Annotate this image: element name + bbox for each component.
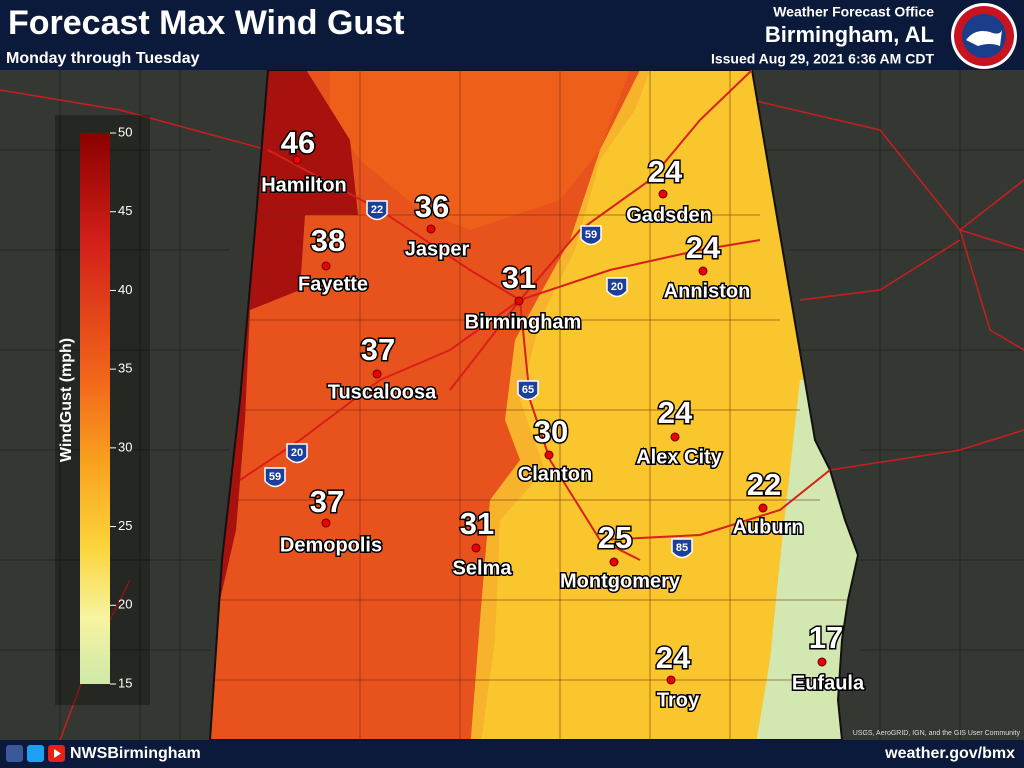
city-value: 24: [656, 640, 691, 675]
city-value: 46: [281, 125, 315, 160]
city-name: Troy: [657, 689, 700, 711]
city-value: 24: [686, 230, 721, 265]
shield-label: 85: [676, 542, 688, 554]
city-name: Alex City: [636, 446, 722, 468]
city-name: Clanton: [518, 463, 592, 485]
legend-tick-label: 25: [118, 518, 132, 533]
shield: [264, 467, 286, 488]
shield-label: 20: [291, 447, 303, 459]
city-dot: [670, 432, 680, 442]
city-value: 38: [311, 223, 345, 258]
legend[interactable]: WindGust (mph) 50 45 40 35 30 25 20 15: [55, 115, 150, 705]
header-bar: [0, 0, 1024, 70]
city-name: Jasper: [405, 238, 470, 260]
city-dot: [292, 155, 302, 165]
website[interactable]: weather.gov/bmx: [884, 745, 1015, 762]
shield: [517, 380, 539, 401]
social-handle[interactable]: NWSBirmingham: [70, 745, 201, 762]
shield: [606, 277, 628, 298]
location: Birmingham, AL: [765, 22, 934, 47]
city-name: Birmingham: [465, 311, 582, 333]
city-name: Tuscaloosa: [328, 381, 437, 403]
city-name: Hamilton: [261, 174, 347, 196]
legend-tick-label: 45: [118, 203, 132, 218]
city-name: Montgomery: [560, 570, 681, 592]
city-dot: [758, 503, 768, 513]
shield-label: 59: [585, 229, 597, 241]
cities: 46 Hamilton 36 Jasper 38 Fayette 31 Birmingham 3…: [260, 124, 867, 713]
city-dot: [666, 675, 676, 685]
city-dot: [471, 543, 481, 553]
shield: [286, 443, 308, 464]
city-name: Eufaula: [792, 672, 865, 694]
city-name: Gadsden: [626, 204, 712, 226]
title: Forecast Max Wind Gust: [8, 4, 404, 42]
subtitle: Monday through Tuesday: [6, 50, 200, 67]
city-value: 31: [502, 260, 536, 295]
legend-tick-label: 15: [118, 675, 132, 690]
city-value: 24: [648, 154, 683, 189]
city-value: 25: [598, 520, 632, 555]
city-value: 22: [747, 467, 781, 502]
shield-label: 20: [611, 281, 623, 293]
legend-tick-label: 50: [118, 124, 132, 139]
legend-tick-label: 30: [118, 439, 132, 454]
shield-label: 59: [269, 471, 281, 483]
interstate-shields: 22 59 20 65 20 59 85: [264, 200, 693, 559]
legend-tick-label: 20: [118, 597, 132, 612]
issued: Issued Aug 29, 2021 6:36 AM CDT: [711, 51, 934, 67]
city-value: 24: [658, 395, 693, 430]
legend-title: WindGust (mph): [58, 338, 75, 462]
city-name: Selma: [453, 557, 513, 579]
city-name: Auburn: [732, 516, 803, 538]
legend-bar: [80, 133, 110, 684]
city-dot: [544, 450, 554, 460]
county-lines: [215, 70, 850, 740]
city-value: 17: [809, 620, 843, 655]
forecast-fill: [210, 70, 858, 740]
footer-bar: [0, 740, 1024, 768]
city-name: Demopolis: [280, 534, 382, 556]
city-dot: [321, 518, 331, 528]
city-dot: [514, 296, 524, 306]
shield-label: 65: [522, 384, 534, 396]
city-value: 37: [310, 484, 344, 519]
city-value: 36: [415, 189, 449, 224]
city-dot: [426, 224, 436, 234]
office: Weather Forecast Office: [773, 4, 934, 20]
attribution: USGS, AeroGRID, IGN, and the GIS User Co…: [853, 730, 1021, 737]
nws-logo: [951, 3, 1017, 69]
roads-outside: [0, 89, 1024, 741]
shield-label: 22: [371, 204, 383, 216]
state-border: [208, 69, 860, 741]
shield: [671, 538, 693, 559]
city-dot: [658, 189, 668, 199]
city-value: 30: [534, 414, 568, 449]
city-dot: [609, 557, 619, 567]
city-dot: [372, 369, 382, 379]
city-value: 37: [361, 332, 395, 367]
shield: [366, 200, 388, 221]
city-dot: [321, 261, 331, 271]
city-name: Anniston: [664, 280, 751, 302]
city-dot: [817, 657, 827, 667]
city-name: Fayette: [298, 273, 368, 295]
legend-tick-label: 35: [118, 361, 132, 376]
city-dot: [698, 266, 708, 276]
social-icons[interactable]: [6, 745, 65, 762]
city-value: 31: [460, 506, 494, 541]
legend-tick-label: 40: [118, 282, 132, 297]
shield: [580, 225, 602, 246]
